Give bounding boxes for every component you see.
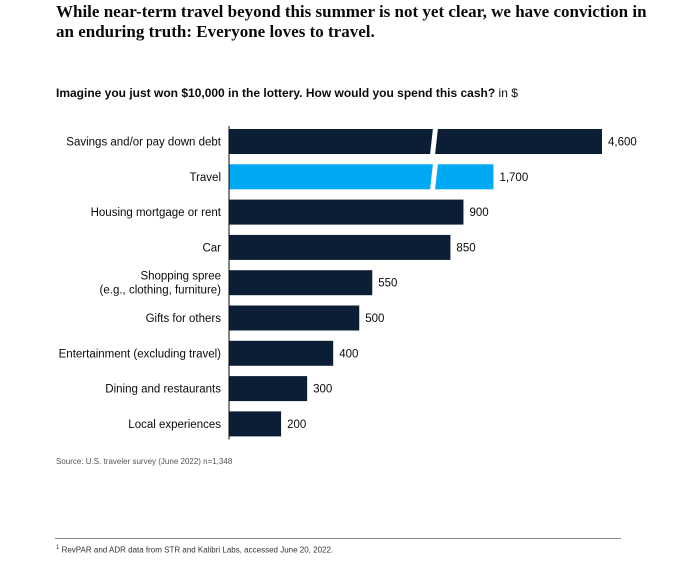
category-label-0: Savings and/or pay down debt [66, 137, 222, 149]
category-label-2: Housing mortgage or rent [91, 207, 222, 219]
category-label-3: Car [202, 242, 221, 254]
chart-source: Source: U.S. traveler survey (June 2022)… [56, 457, 233, 466]
chart-title: Imagine you just won $10,000 in the lott… [56, 86, 518, 100]
chart-unit-label: in $ [498, 86, 518, 100]
value-label-4: 550 [378, 278, 397, 290]
bar-8 [229, 411, 282, 437]
category-label-1: Travel [189, 172, 221, 184]
axis-break-1 [430, 163, 438, 191]
chart-question: Imagine you just won $10,000 in the lott… [56, 86, 496, 100]
category-label-5: Gifts for others [146, 313, 222, 325]
bar-3 [229, 234, 451, 260]
value-label-2: 900 [469, 207, 488, 219]
value-label-3: 850 [456, 242, 475, 254]
footnote-text: RevPAR and ADR data from STR and Kalibri… [61, 545, 334, 555]
bar-1 [229, 164, 494, 190]
bar-0 [229, 129, 602, 154]
category-label-6: Entertainment (excluding travel) [59, 348, 222, 360]
footnote: 1 RevPAR and ADR data from STR and Kalib… [56, 545, 333, 555]
value-label-0: 4,600 [608, 137, 637, 149]
headline: While near-term travel beyond this summe… [56, 2, 647, 41]
category-label-8: Local experiences [128, 419, 221, 431]
value-label-7: 300 [313, 384, 332, 396]
category-label-4-line-0: Shopping spree [140, 271, 221, 283]
bar-4 [229, 270, 373, 296]
value-label-1: 1,700 [499, 172, 528, 184]
category-label-7: Dining and restaurants [105, 384, 221, 396]
bar-6 [229, 340, 334, 366]
value-label-8: 200 [287, 419, 306, 431]
value-label-5: 500 [365, 313, 384, 325]
value-label-6: 400 [339, 348, 358, 360]
bar-2 [229, 199, 464, 225]
bar-5 [229, 305, 360, 331]
bar-7 [229, 376, 308, 402]
category-label-4-line-1: (e.g., clothing, furniture) [100, 285, 222, 297]
axis-break-0 [430, 128, 438, 155]
footnote-divider [55, 538, 621, 539]
footnote-marker: 1 [56, 545, 60, 551]
